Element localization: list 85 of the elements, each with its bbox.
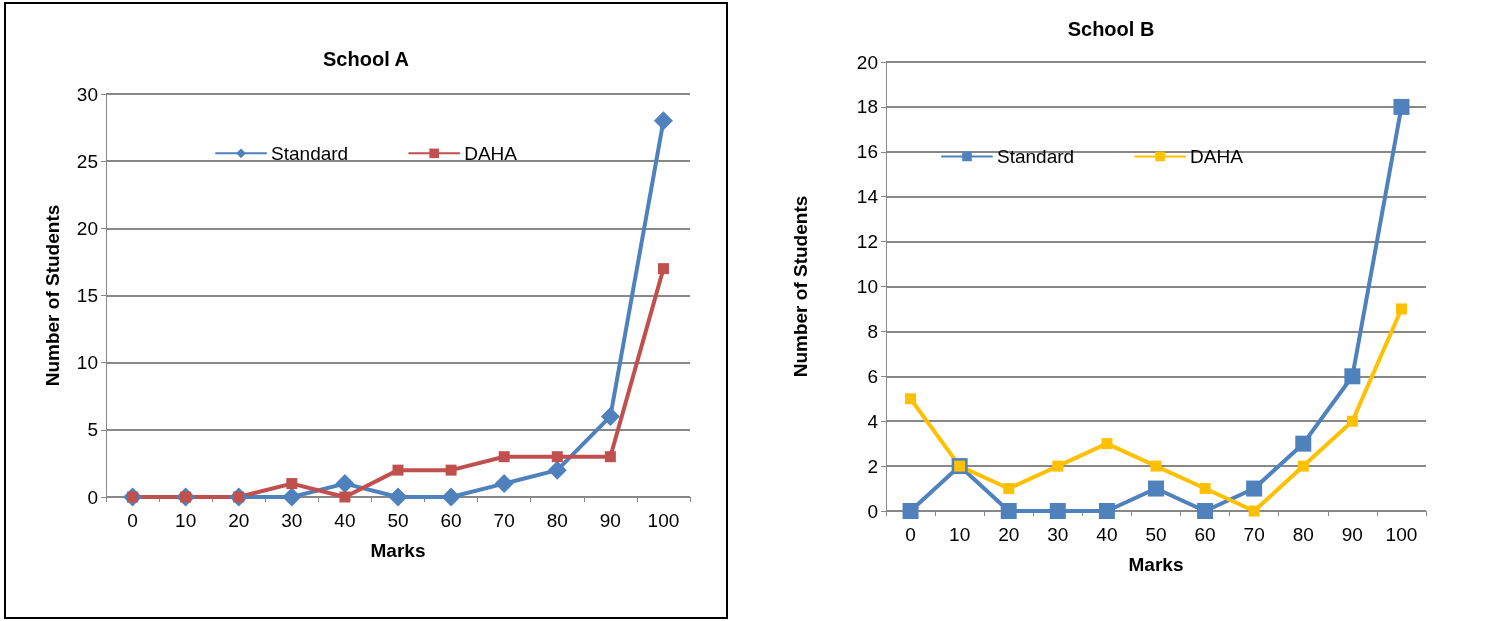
x-tick-label: 20: [998, 524, 1020, 545]
x-tick-label: 80: [546, 510, 568, 531]
y-tick-label: 12: [856, 231, 878, 253]
x-tick-label: 50: [387, 510, 409, 531]
point: [604, 451, 616, 463]
x-tick-label: 70: [1243, 524, 1265, 545]
x-tick-label: 30: [281, 510, 303, 531]
point: [547, 460, 567, 480]
point: [1101, 438, 1113, 450]
point: [653, 111, 673, 131]
point: [1199, 483, 1211, 495]
point: [1049, 503, 1066, 519]
x-tick-label: 90: [1341, 524, 1363, 545]
y-tick-label: 18: [856, 96, 878, 118]
point: [388, 487, 408, 507]
y-tick-label: 6: [867, 365, 878, 387]
point: [335, 474, 355, 494]
point: [551, 451, 563, 463]
point: [1395, 303, 1407, 315]
point: [1346, 415, 1358, 427]
point: [1393, 98, 1410, 115]
point: [1000, 503, 1017, 519]
point: [1295, 435, 1312, 452]
point: [905, 393, 917, 405]
y-tick-label: 4: [867, 410, 879, 432]
x-tick-label: 60: [1194, 524, 1216, 545]
point: [902, 503, 919, 519]
x-tick-label: 50: [1145, 524, 1167, 545]
point: [441, 487, 461, 507]
y-tick-label: 20: [856, 51, 878, 73]
point: [339, 491, 351, 503]
y-axis-title: Number of Students: [790, 195, 811, 378]
point: [494, 474, 514, 494]
point: [282, 487, 302, 507]
y-axis-title: Number of Students: [42, 204, 63, 387]
x-tick-label: 90: [599, 510, 621, 531]
x-tick-label: 40: [1096, 524, 1118, 545]
chart-title: School B: [1067, 18, 1155, 40]
y-tick-label: 10: [76, 352, 98, 374]
point: [1052, 460, 1064, 472]
y-tick-label: 15: [76, 285, 98, 306]
point: [1003, 483, 1015, 495]
point: [1148, 480, 1164, 497]
legend-label: Standard: [997, 145, 1075, 167]
y-tick-label: 16: [856, 141, 878, 163]
x-tick-label: 60: [440, 510, 462, 531]
x-axis-title: Marks: [370, 540, 426, 561]
y-tick-label: 14: [856, 186, 879, 208]
x-tick-label: 20: [228, 510, 250, 531]
x-tick-label: 0: [127, 510, 138, 531]
y-tick-label: 2: [867, 455, 878, 477]
x-tick-label: 100: [1385, 524, 1418, 545]
legend-label: DAHA: [1190, 145, 1244, 167]
y-tick-label: 20: [76, 217, 98, 239]
x-tick-label: 40: [334, 510, 356, 531]
y-tick-label: 30: [76, 83, 98, 105]
y-tick-label: 0: [87, 486, 98, 508]
x-tick-label: 0: [905, 524, 916, 545]
point: [286, 478, 298, 490]
point: [445, 464, 457, 476]
chart-title: School A: [323, 48, 409, 70]
x-tick-label: 30: [1047, 524, 1069, 545]
legend-label: DAHA: [464, 142, 518, 164]
legend-label: Standard: [271, 142, 349, 164]
point: [600, 406, 620, 426]
y-tick-label: 5: [87, 419, 98, 441]
point: [1098, 503, 1115, 519]
point: [1197, 503, 1214, 519]
y-tick-label: 25: [76, 150, 98, 172]
x-tick-label: 100: [647, 510, 680, 531]
point: [1246, 480, 1263, 497]
x-tick-label: 10: [175, 510, 197, 531]
point: [1344, 368, 1361, 385]
point: [1248, 505, 1260, 517]
point: [1297, 460, 1309, 472]
x-tick-label: 80: [1292, 524, 1314, 545]
y-tick-label: 10: [856, 276, 878, 297]
point: [392, 464, 404, 476]
point: [498, 451, 510, 463]
x-tick-label: 10: [949, 524, 971, 545]
y-tick-label: 8: [867, 320, 878, 342]
x-tick-label: 70: [493, 510, 515, 531]
point: [1150, 460, 1162, 472]
point: [657, 263, 669, 275]
x-axis-title: Marks: [1128, 554, 1184, 575]
